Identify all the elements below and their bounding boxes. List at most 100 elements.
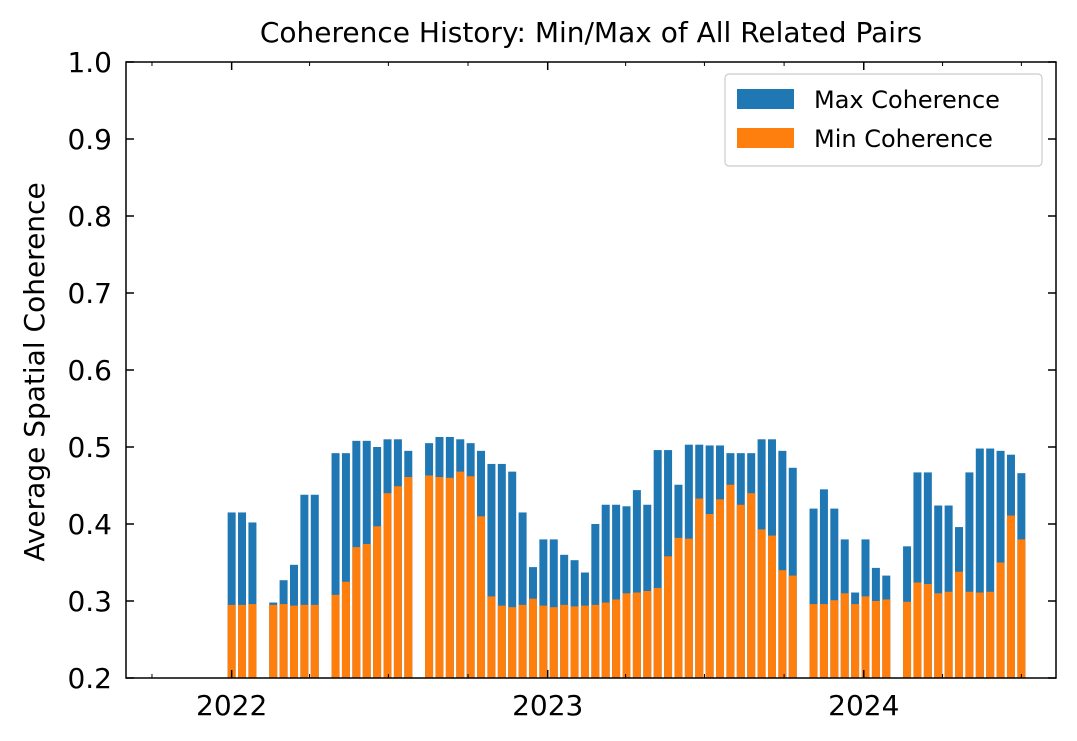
min-coherence-bar: [404, 477, 413, 678]
min-coherence-bar: [757, 529, 766, 678]
min-coherence-bar: [778, 570, 787, 678]
min-coherence-bar: [684, 538, 693, 678]
min-coherence-bar: [227, 604, 236, 678]
min-coherence-bar: [819, 604, 828, 678]
max-coherence-bar: [591, 524, 600, 678]
min-coherence-bar: [653, 587, 662, 678]
min-coherence-bar: [736, 504, 745, 678]
max-coherence-bar: [830, 508, 839, 678]
y-tick-label: 0.9: [67, 123, 112, 156]
min-coherence-bar: [840, 593, 849, 678]
min-coherence-bar: [289, 605, 298, 678]
chart-title: Coherence History: Min/Max of All Relate…: [260, 16, 922, 49]
x-tick-label: 2024: [828, 689, 899, 722]
y-axis: 0.2 0.3 0.4 0.5 0.6 0.7 0.8 0.9 1.0: [67, 46, 1056, 695]
min-coherence-bar: [528, 598, 537, 678]
x-axis: 2022 2023 2024: [151, 62, 1022, 722]
min-coherence-bar: [425, 475, 434, 678]
min-coherence-bar: [435, 477, 444, 678]
min-coherence-bar: [923, 584, 932, 678]
min-coherence-bar: [695, 498, 704, 678]
y-tick-label: 0.7: [67, 277, 112, 310]
max-coherence-bar: [310, 494, 319, 678]
y-tick-label: 0.4: [67, 508, 112, 541]
max-coherence-bar: [632, 490, 641, 678]
min-coherence-bar: [955, 571, 964, 678]
y-tick-label: 0.8: [67, 200, 112, 233]
min-coherence-bar: [456, 471, 465, 678]
min-coherence-bar: [1017, 539, 1026, 678]
x-tick-label: 2022: [196, 689, 267, 722]
min-coherence-bar: [851, 604, 860, 678]
min-coherence-bar: [944, 591, 953, 678]
y-tick-label: 0.3: [67, 585, 112, 618]
min-coherence-bar: [934, 593, 943, 678]
legend-label-min: Min Coherence: [814, 125, 993, 153]
min-coherence-bar: [238, 604, 247, 678]
min-coherence-bar: [601, 602, 610, 678]
max-coherence-bar: [934, 505, 943, 678]
max-coherence-bar: [986, 448, 995, 678]
max-coherence-bar: [341, 453, 350, 678]
min-coherence-bar: [466, 476, 475, 678]
min-coherence-bar: [913, 582, 922, 678]
min-coherence-bar: [570, 606, 579, 678]
legend-swatch-max: [737, 89, 794, 109]
min-coherence-bar: [705, 513, 714, 678]
max-coherence-bar: [819, 489, 828, 678]
max-coherence-bar: [300, 494, 309, 678]
min-coherence-bar: [975, 592, 984, 678]
min-coherence-bar: [664, 556, 673, 678]
max-coherence-bar: [238, 512, 247, 678]
max-coherence-bar: [778, 450, 787, 678]
min-coherence-bar: [965, 591, 974, 678]
min-coherence-bar: [383, 493, 392, 678]
min-coherence-bar: [248, 604, 257, 678]
min-coherence-bars: [227, 471, 1026, 678]
min-coherence-bar: [612, 599, 621, 678]
max-coherence-bar: [975, 448, 984, 678]
max-coherence-bar: [518, 512, 527, 678]
min-coherence-bar: [373, 526, 382, 678]
min-coherence-bar: [882, 599, 891, 678]
min-coherence-bar: [539, 605, 548, 678]
y-tick-label: 0.2: [67, 662, 112, 695]
min-coherence-bar: [996, 562, 1005, 678]
min-coherence-bar: [830, 600, 839, 678]
min-coherence-bar: [560, 604, 569, 678]
legend-box: [724, 73, 1043, 167]
max-coherence-bar: [809, 508, 818, 678]
min-coherence-bar: [497, 605, 506, 678]
max-coherence-bar: [487, 463, 496, 678]
min-coherence-bar: [871, 601, 880, 678]
max-coherence-bar: [913, 472, 922, 678]
min-coherence-bar: [393, 486, 402, 678]
max-coherence-bar: [965, 472, 974, 678]
min-coherence-bar: [1006, 515, 1015, 678]
max-coherence-bar: [331, 453, 340, 678]
max-coherence-bar: [612, 504, 621, 678]
min-coherence-bar: [580, 605, 589, 678]
max-coherence-bar: [248, 522, 257, 678]
min-coherence-bar: [331, 594, 340, 678]
legend: Max Coherence Min Coherence: [724, 73, 1043, 167]
min-coherence-bar: [632, 592, 641, 678]
legend-label-max: Max Coherence: [814, 86, 1000, 114]
min-coherence-bar: [767, 535, 776, 678]
min-coherence-bar: [643, 590, 652, 678]
max-coherence-bar: [622, 506, 631, 678]
min-coherence-bar: [726, 484, 735, 678]
y-axis-label: Average Spatial Coherence: [18, 182, 51, 561]
min-coherence-bar: [809, 604, 818, 678]
max-coherence-bar: [601, 504, 610, 678]
x-tick-label: 2023: [512, 689, 583, 722]
y-tick-label: 0.5: [67, 431, 112, 464]
min-coherence-bar: [716, 499, 725, 678]
legend-swatch-min: [737, 128, 794, 148]
max-coherence-bar: [653, 450, 662, 678]
min-coherence-bar: [674, 537, 683, 678]
min-coherence-bar: [518, 604, 527, 678]
min-coherence-bar: [549, 607, 558, 678]
min-coherence-bar: [788, 575, 797, 678]
